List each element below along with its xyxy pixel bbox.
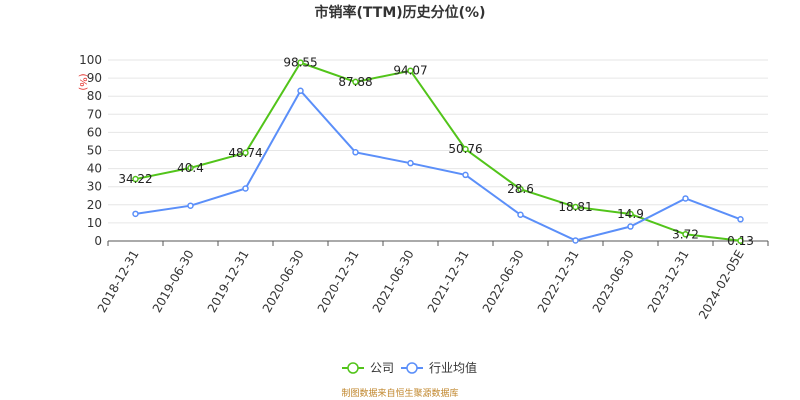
legend-label-1: 行业均值: [429, 360, 477, 375]
y-tick-label: 100: [79, 53, 102, 67]
x-tick-label: 2020-12-31: [315, 248, 362, 315]
legend: 公司 行业均值: [342, 360, 477, 375]
data-label: 87.88: [338, 75, 372, 89]
x-tick-label: 2019-12-31: [205, 248, 252, 315]
data-point-0: [737, 237, 744, 245]
x-tick-label: 2018-12-31: [95, 248, 142, 315]
data-point-0: [572, 203, 579, 211]
data-point-0: [462, 145, 469, 153]
y-tick-label: 70: [87, 107, 102, 121]
legend-marker-0: [347, 362, 359, 374]
x-tick-label: 2023-06-30: [590, 248, 637, 315]
x-tick-label: 2023-12-31: [645, 248, 692, 315]
data-label: 98.55: [283, 56, 317, 70]
data-point-0: [682, 231, 689, 238]
y-tick-label: 0: [94, 234, 102, 248]
data-label: 94.07: [393, 64, 427, 78]
data-point-1: [572, 237, 579, 244]
data-point-1: [737, 216, 744, 223]
data-point-1: [242, 185, 249, 192]
x-tick-label: 2022-12-31: [535, 248, 582, 315]
series-line-1: [135, 89, 741, 242]
data-point-0: [627, 210, 634, 218]
legend-label-0: 公司: [370, 361, 394, 375]
axes: 0 10 20 30 40 50 60 70 80 90 100 2018-12-31 2019-06-…: [79, 53, 769, 322]
data-point-0: [242, 149, 249, 157]
data-label: 50.76: [448, 142, 482, 156]
data-label: 28.6: [507, 182, 534, 196]
data-point-0: [132, 175, 139, 183]
data-point-1: [187, 202, 194, 209]
y-tick-label: 20: [87, 198, 102, 212]
y-tick-label: 10: [87, 216, 102, 230]
data-label: 48.74: [228, 146, 262, 160]
y-tick-label: 50: [87, 144, 102, 158]
data-point-1: [462, 171, 469, 179]
data-labels: 34.22 40.4 48.74 98.55 87.88 94.07 50.76 28.6 18…: [118, 56, 754, 248]
y-tick-label: 90: [87, 71, 102, 85]
data-point-1: [627, 223, 634, 230]
data-point-1: [132, 210, 139, 218]
y-tick-label: 40: [87, 162, 102, 176]
x-tick-label: 2022-06-30: [480, 248, 527, 315]
y-tick-label: 60: [87, 125, 102, 139]
series-line-0: [135, 61, 741, 242]
legend-marker-1: [406, 362, 418, 374]
data-point-1: [407, 159, 414, 167]
y-axis-unit: (%): [77, 73, 88, 90]
data-label: 34.22: [118, 172, 152, 186]
x-tick-label: 2024-02-05E: [696, 248, 747, 322]
data-label: 0.13: [727, 234, 754, 248]
y-tick-label: 30: [87, 180, 102, 194]
source-note: 制图数据来自恒生聚源数据库: [341, 387, 458, 399]
chart-title: 市销率(TTM)历史分位(%): [315, 4, 486, 21]
data-point-0: [517, 185, 524, 193]
data-point-0: [187, 164, 194, 172]
y-tick-label: 80: [87, 89, 102, 103]
x-tick-label: 2021-12-31: [425, 248, 472, 315]
data-label: 3.72: [672, 227, 699, 241]
data-point-1: [682, 195, 689, 202]
x-tick-label: 2021-06-30: [370, 248, 417, 315]
data-point-0: [352, 78, 359, 86]
data-point-0: [407, 67, 414, 74]
data-label: 14.9: [617, 207, 644, 221]
data-point-0: [297, 59, 304, 66]
grid: [108, 59, 768, 224]
data-label: 40.4: [177, 161, 204, 175]
x-tick-label: 2020-06-30: [260, 248, 307, 315]
data-label: 18.81: [558, 200, 592, 214]
data-point-1: [517, 211, 524, 219]
x-tick-label: 2019-06-30: [150, 248, 197, 315]
data-point-1: [297, 87, 304, 95]
series-layer: [132, 59, 744, 245]
data-point-1: [352, 149, 359, 156]
